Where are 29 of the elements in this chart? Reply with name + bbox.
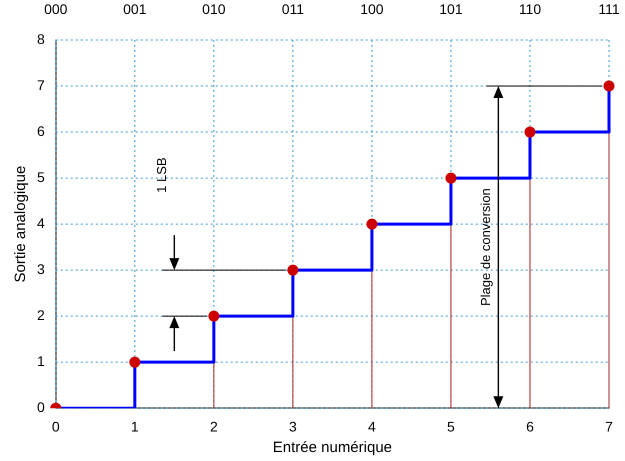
text: 001: [123, 0, 147, 17]
y-tick-label: 4: [36, 214, 45, 231]
y-tick-label: 2: [36, 307, 45, 324]
text: 101: [439, 0, 463, 17]
y-tick-label: 1: [36, 353, 45, 370]
x-axis-title: Entrée numérique: [272, 439, 392, 456]
text: 111: [598, 0, 620, 17]
x-tick-label: 0: [52, 418, 60, 434]
text: 000: [44, 0, 68, 17]
y-tick-label: 3: [36, 260, 45, 277]
text: 010: [202, 0, 226, 17]
y-axis-title: Sortie analogique: [12, 166, 30, 282]
x-tick-label: 4: [368, 418, 376, 434]
text: 100: [360, 0, 384, 17]
y-tick-label: 0: [36, 399, 45, 416]
text: 110: [518, 0, 542, 17]
annotation: 1 LSB: [154, 157, 169, 193]
y-tick-label: 8: [36, 30, 45, 47]
y-tick-label: 6: [36, 122, 45, 139]
x-tick-label: 2: [210, 418, 218, 434]
annotation: Plage de conversion: [478, 188, 493, 306]
y-tick-label: 7: [36, 76, 45, 93]
x-tick-label: 3: [288, 418, 297, 434]
text: 011: [282, 0, 304, 17]
y-tick-label: 5: [36, 168, 45, 185]
x-tick-label: 1: [130, 418, 139, 434]
x-tick-label: 5: [447, 418, 456, 434]
x-tick-label: 7: [605, 418, 614, 434]
x-tick-label: 6: [526, 418, 534, 434]
